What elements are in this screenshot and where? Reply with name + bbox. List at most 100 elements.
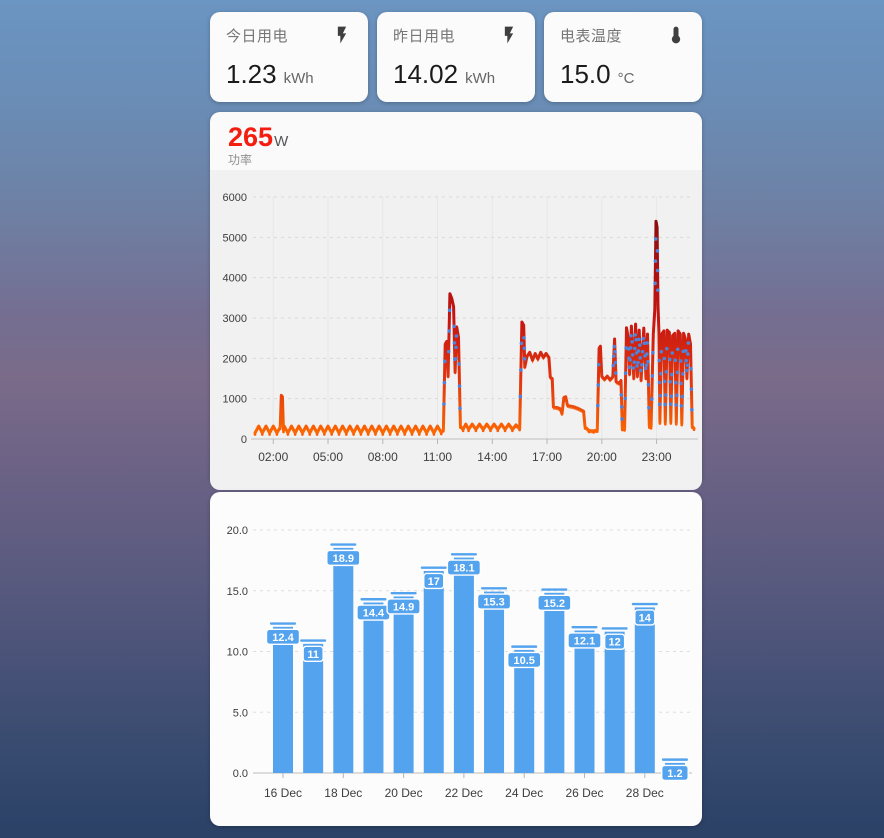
bar-xaxis: 16 Dec 18 Dec 20 Dec 22 Dec 24 Dec 26 Dec 28 D… bbox=[264, 773, 664, 800]
bar-value-label: 18.1 bbox=[453, 563, 474, 575]
bar-rect[interactable] bbox=[453, 557, 474, 773]
bar-cap bbox=[661, 758, 688, 761]
bar-day-13[interactable]: 1.2 bbox=[661, 758, 689, 782]
bar-rect[interactable] bbox=[544, 592, 565, 773]
bar-ytick-label: 5.0 bbox=[233, 707, 248, 719]
bar-rect[interactable] bbox=[604, 631, 625, 773]
bar-rect[interactable] bbox=[574, 630, 595, 773]
bar-day-5[interactable]: 17 bbox=[420, 566, 447, 773]
power-series bbox=[253, 219, 696, 436]
power-ytick-label: 5000 bbox=[223, 232, 247, 244]
bar-value-label: 12 bbox=[609, 637, 621, 649]
power-xtick-label: 20:00 bbox=[587, 450, 617, 464]
meter-temperature-value: 15.0 bbox=[560, 59, 611, 89]
today-energy-card[interactable]: 今日用电 1.23 kWh bbox=[210, 12, 368, 102]
bar-value-label: 14 bbox=[639, 612, 652, 624]
bar-value-badge bbox=[603, 633, 626, 650]
power-subtitle: 功率 bbox=[228, 153, 253, 167]
power-ytick-label: 3000 bbox=[223, 313, 247, 325]
bar-day-1[interactable]: 11 bbox=[300, 639, 327, 773]
yesterday-energy-card[interactable]: 昨日用电 14.02 kWh bbox=[377, 12, 535, 102]
bar-value-badge bbox=[634, 609, 656, 626]
bar-rect[interactable] bbox=[484, 591, 505, 773]
bar-cap bbox=[390, 591, 417, 595]
bar-value-badge bbox=[567, 632, 602, 649]
bar-value-badge bbox=[265, 628, 301, 646]
bar-xtick-label: 24 Dec bbox=[505, 786, 543, 800]
power-xtick-label: 11:00 bbox=[423, 450, 452, 464]
bar-day-0[interactable]: 12.4 bbox=[265, 622, 301, 773]
bar-value-label: 14.4 bbox=[363, 608, 385, 620]
yesterday-energy-value: 14.02 bbox=[393, 59, 459, 89]
bar-day-7[interactable]: 15.3 bbox=[476, 587, 512, 773]
bar-rect[interactable] bbox=[514, 649, 535, 773]
bar-day-11[interactable]: 12 bbox=[601, 627, 628, 773]
daily-energy-chart[interactable]: 0.0 5.0 10.0 15.0 20.0 12.4 11 18.9 14.4 14.9 17 18… bbox=[210, 492, 702, 826]
bar-cap bbox=[330, 543, 357, 546]
bar-value-label: 15.2 bbox=[544, 598, 565, 610]
bar-cap bbox=[571, 625, 598, 629]
power-ytick-label: 4000 bbox=[223, 273, 247, 285]
power-history-card[interactable]: 265W 功率 0 1000 2000 3000 4000 5000 6000 02:00 05… bbox=[210, 112, 702, 490]
bar-cap bbox=[420, 566, 447, 569]
bar-cap bbox=[631, 602, 658, 606]
bar-day-12[interactable]: 14 bbox=[631, 602, 658, 773]
thermometer-icon bbox=[666, 25, 686, 50]
bar-value-badge bbox=[507, 651, 542, 669]
bar-day-10[interactable]: 12.1 bbox=[567, 625, 602, 773]
bar-value-badge bbox=[326, 549, 361, 567]
bar-xtick-label: 22 Dec bbox=[445, 786, 483, 800]
bar-day-2[interactable]: 18.9 bbox=[326, 543, 361, 773]
bar-cap bbox=[481, 587, 508, 590]
bar-rect[interactable] bbox=[423, 570, 444, 773]
power-xtick-label: 08:00 bbox=[368, 450, 398, 464]
power-xtick-label: 17:00 bbox=[532, 450, 562, 464]
bar-rect[interactable] bbox=[333, 547, 354, 773]
bar-value-badge bbox=[423, 572, 445, 590]
today-energy-unit: kWh bbox=[283, 70, 314, 87]
power-ytick-label: 1000 bbox=[223, 394, 247, 406]
daily-energy-card[interactable]: 0.0 5.0 10.0 15.0 20.0 12.4 11 18.9 14.4 14.9 17 18… bbox=[210, 492, 702, 826]
power-header: 265W 功率 bbox=[210, 112, 702, 170]
yesterday-energy-label: 昨日用电 bbox=[393, 28, 456, 45]
bar-value-badge bbox=[476, 593, 512, 610]
bar-rect[interactable] bbox=[393, 596, 414, 773]
power-history-chart[interactable]: 0 1000 2000 3000 4000 5000 6000 02:00 05:00 08:00… bbox=[210, 170, 702, 490]
bars-group: 12.4 11 18.9 14.4 14.9 17 18.1 15.3 10.5 15.2 12.1… bbox=[265, 543, 689, 782]
power-xtick-label: 05:00 bbox=[313, 450, 343, 464]
bar-value-label: 11 bbox=[307, 649, 319, 661]
bar-value-badge bbox=[302, 645, 324, 663]
bar-xtick-label: 28 Dec bbox=[626, 786, 664, 800]
bar-day-9[interactable]: 15.2 bbox=[537, 588, 572, 773]
bar-day-8[interactable]: 10.5 bbox=[507, 645, 542, 773]
bar-rect[interactable] bbox=[363, 602, 384, 773]
bar-cap bbox=[300, 639, 327, 642]
meter-temperature-unit: °C bbox=[617, 70, 635, 87]
meter-temperature-label: 电表温度 bbox=[560, 28, 623, 45]
bar-day-4[interactable]: 14.9 bbox=[386, 591, 421, 773]
bar-ytick-label: 10.0 bbox=[227, 647, 248, 659]
bar-rect[interactable] bbox=[273, 626, 293, 773]
bar-day-6[interactable]: 18.1 bbox=[446, 553, 482, 773]
bar-rect[interactable] bbox=[634, 607, 655, 773]
bar-day-3[interactable]: 14.4 bbox=[356, 598, 391, 773]
today-energy-value: 1.23 bbox=[226, 59, 277, 89]
bar-cap bbox=[450, 553, 477, 556]
bar-value-label: 12.1 bbox=[574, 635, 595, 647]
bar-cap bbox=[511, 645, 538, 648]
power-ytick-label: 6000 bbox=[223, 192, 247, 204]
bar-value-label: 14.9 bbox=[393, 601, 414, 613]
meter-temperature-card[interactable]: 电表温度 15.0 °C bbox=[544, 12, 702, 102]
flash-icon bbox=[332, 25, 352, 50]
bar-xtick-label: 20 Dec bbox=[385, 786, 423, 800]
power-ytick-label: 0 bbox=[241, 434, 247, 446]
bar-rect[interactable] bbox=[303, 643, 324, 773]
power-ytick-label: 2000 bbox=[223, 353, 247, 365]
bar-cap bbox=[360, 598, 387, 601]
bar-cap bbox=[270, 622, 296, 625]
bar-cap bbox=[541, 588, 568, 591]
bar-xtick-label: 18 Dec bbox=[324, 786, 362, 800]
today-energy-label: 今日用电 bbox=[226, 28, 289, 45]
power-xtick-label: 02:00 bbox=[258, 450, 288, 464]
bar-value-badge bbox=[386, 598, 421, 615]
